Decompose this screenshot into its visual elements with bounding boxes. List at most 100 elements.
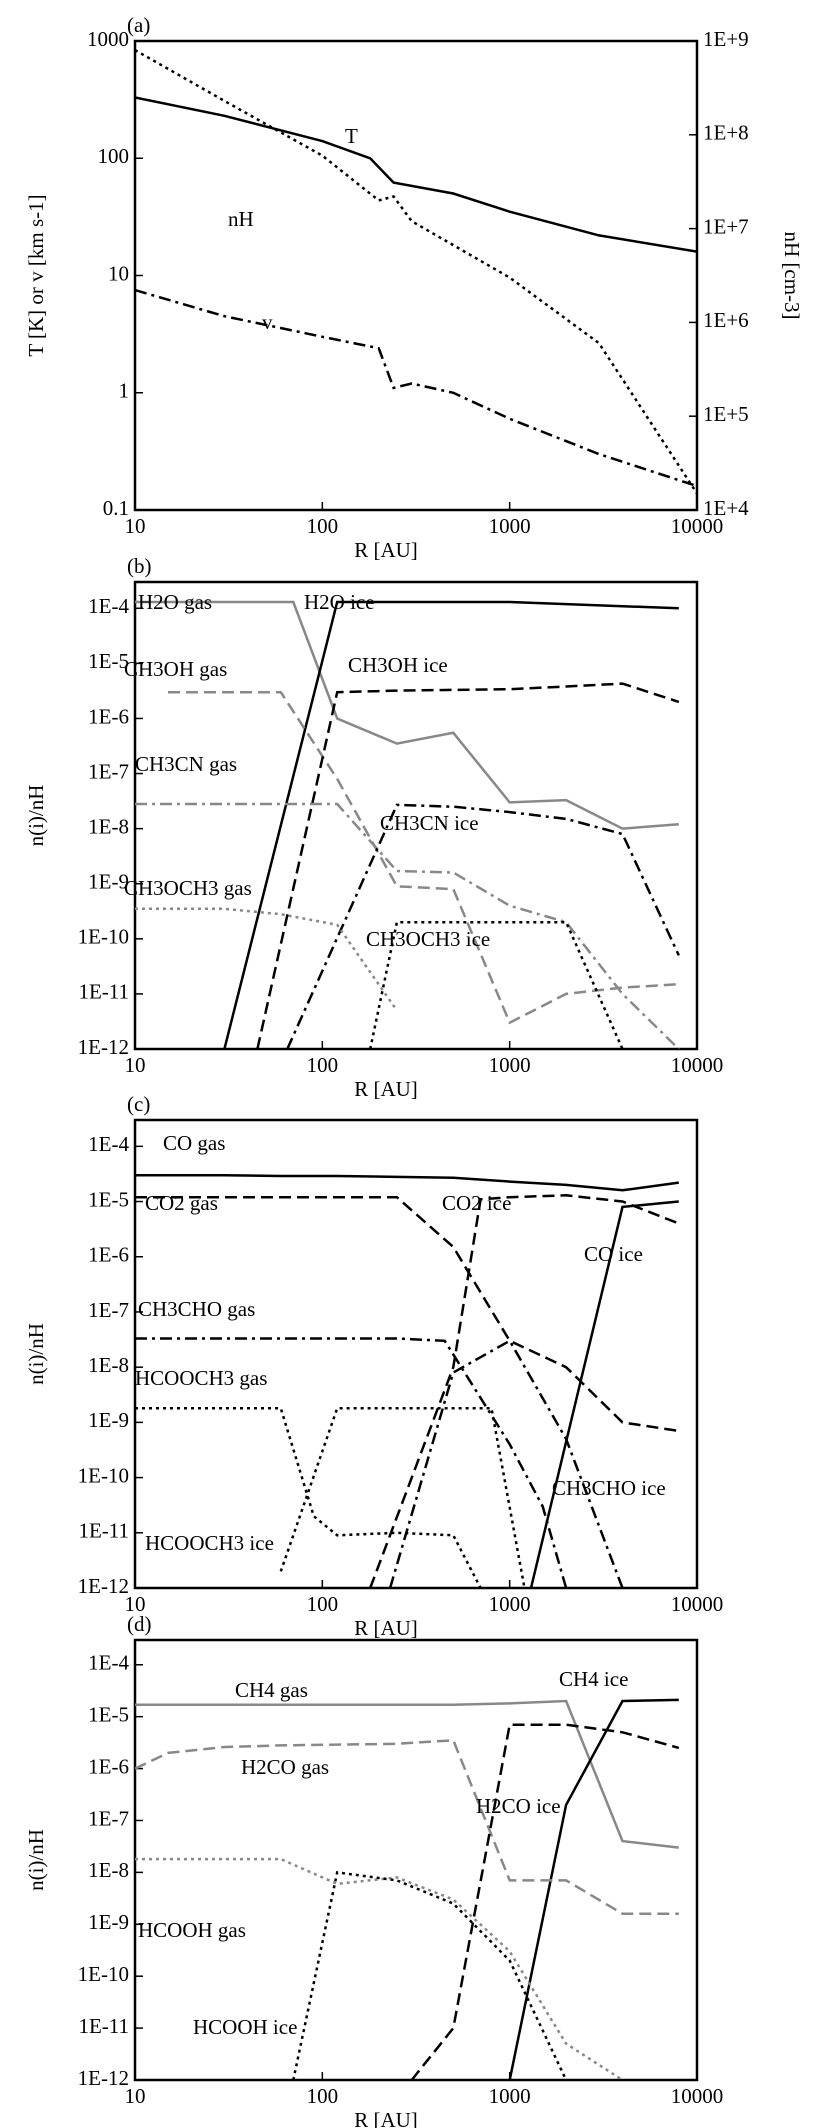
- panel-label: (d): [127, 1612, 152, 1636]
- y-tick-label: 1E-11: [78, 980, 129, 1004]
- y-tick-label: 1E-12: [78, 1035, 129, 1059]
- x-tick-label: 100: [307, 514, 339, 538]
- series-label: CH3CN ice: [380, 811, 479, 835]
- series-line: [135, 600, 679, 830]
- series-line: [410, 1723, 680, 2080]
- series-label: CO ice: [584, 1242, 643, 1266]
- y-axis-label: T [K] or v [km s-1]: [24, 194, 48, 356]
- series-line: [135, 49, 697, 495]
- x-axis-label: R [AU]: [354, 1616, 418, 1640]
- series-label: CH3OH gas: [124, 657, 227, 681]
- y-tick-label: 1E-4: [88, 1132, 129, 1156]
- y-tick-label: 1E-10: [78, 925, 129, 949]
- y-tick-label: 1E-11: [78, 1519, 129, 1543]
- series-label: CH3CHO gas: [138, 1297, 255, 1321]
- x-tick-label: 10000: [671, 1053, 724, 1077]
- series-line: [508, 1698, 679, 2080]
- x-tick-label: 10: [125, 2084, 146, 2108]
- series-label: CO gas: [163, 1131, 225, 1155]
- series-label: nH: [228, 207, 254, 231]
- series-label: H2CO gas: [241, 1755, 329, 1779]
- series-line: [135, 907, 398, 1012]
- y-tick-label: 1E-6: [88, 704, 129, 728]
- y2-tick-label: 1E+9: [703, 27, 749, 51]
- series-line: [286, 803, 680, 1049]
- y-tick-label: 1: [119, 379, 130, 403]
- y2-axis-label: nH [cm-3]: [780, 231, 804, 319]
- y-tick-label: 1E-5: [88, 1187, 129, 1211]
- series-label: v: [262, 310, 273, 334]
- y-tick-label: 1E-12: [78, 2066, 129, 2090]
- y2-tick-label: 1E+7: [703, 214, 749, 238]
- x-tick-label: 10: [125, 1053, 146, 1077]
- x-axis-label: R [AU]: [354, 1077, 418, 1101]
- series-line: [223, 600, 679, 1049]
- y-tick-label: 1E-9: [88, 1408, 129, 1432]
- x-tick-label: 1000: [489, 1592, 531, 1616]
- y-tick-label: 10: [108, 261, 129, 285]
- series-line: [529, 1200, 679, 1588]
- x-tick-label: 1000: [489, 2084, 531, 2108]
- series-line: [168, 690, 679, 1025]
- series-line: [292, 1871, 568, 2080]
- series-label: H2CO ice: [476, 1794, 561, 1818]
- y-axis-label: n(i)/nH: [24, 785, 48, 847]
- y-axis-label: n(i)/nH: [24, 1323, 48, 1385]
- y2-tick-label: 1E+6: [703, 308, 749, 332]
- x-tick-label: 10: [125, 1592, 146, 1616]
- series-label: CH3CN gas: [135, 752, 237, 776]
- series-label: HCOOCH3 ice: [145, 1531, 274, 1555]
- y-axis-label: n(i)/nH: [24, 1829, 48, 1891]
- series-line: [388, 1339, 624, 1588]
- y-tick-label: 1E-6: [88, 1754, 129, 1778]
- y-tick-label: 1E-8: [88, 1858, 129, 1882]
- series-line: [368, 920, 624, 1049]
- y-tick-label: 1E-10: [78, 1962, 129, 1986]
- series-label: H2O ice: [304, 590, 375, 614]
- y-tick-label: 1E-4: [88, 594, 129, 618]
- x-tick-label: 10: [125, 514, 146, 538]
- series-label: CH4 ice: [559, 1667, 628, 1691]
- y-tick-label: 1000: [87, 27, 129, 51]
- panel-label: (b): [127, 554, 152, 578]
- series-line: [135, 288, 697, 488]
- series-label: T: [345, 124, 358, 148]
- series-line: [256, 682, 680, 1049]
- y-tick-label: 1E-7: [88, 1806, 129, 1830]
- series-label: CH3OCH3 gas: [124, 876, 252, 900]
- x-tick-label: 10000: [671, 1592, 724, 1616]
- panel-label: (c): [127, 1092, 150, 1116]
- series-line: [135, 1699, 679, 1849]
- x-tick-label: 100: [307, 1053, 339, 1077]
- x-tick-label: 100: [307, 2084, 339, 2108]
- series-line: [369, 1194, 680, 1588]
- y-tick-label: 100: [98, 144, 130, 168]
- series-label: HCOOCH3 gas: [135, 1366, 267, 1390]
- x-tick-label: 10000: [671, 2084, 724, 2108]
- y-tick-label: 1E-8: [88, 814, 129, 838]
- y-tick-label: 1E-7: [88, 759, 129, 783]
- y-tick-label: 1E-9: [88, 1910, 129, 1934]
- y-tick-label: 0.1: [103, 496, 129, 520]
- x-axis-label: R [AU]: [354, 538, 418, 562]
- series-line: [135, 1173, 679, 1192]
- series-label: CH4 gas: [235, 1678, 308, 1702]
- y2-tick-label: 1E+5: [703, 402, 749, 426]
- series-label: CH3OCH3 ice: [366, 927, 490, 951]
- series-label: CO2 ice: [442, 1191, 511, 1215]
- y-tick-label: 1E-11: [78, 2014, 129, 2038]
- x-axis-label: R [AU]: [354, 2108, 418, 2128]
- series-label: CO2 gas: [145, 1191, 218, 1215]
- series-label: HCOOH ice: [193, 2015, 297, 2039]
- series-line: [135, 96, 697, 253]
- series-line: [135, 1407, 482, 1588]
- y2-tick-label: 1E+4: [703, 496, 749, 520]
- panel-label: (a): [127, 13, 150, 37]
- series-line: [135, 802, 680, 1049]
- series-label: H2O gas: [138, 590, 212, 614]
- series-label: HCOOH gas: [138, 1918, 246, 1942]
- series-line: [135, 1738, 679, 1915]
- series-line: [135, 1337, 568, 1588]
- plot-frame: [133, 1118, 699, 1590]
